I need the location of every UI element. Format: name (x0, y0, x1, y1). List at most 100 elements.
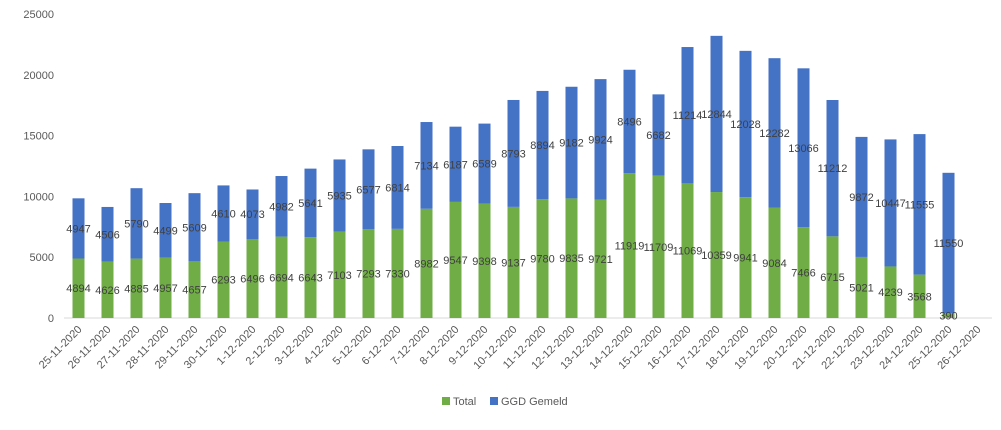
data-label-ggd-gemeld: 6187 (443, 159, 467, 171)
data-label-total: 4885 (124, 283, 148, 295)
data-label-ggd-gemeld: 4499 (153, 225, 177, 237)
data-label-total: 9721 (588, 254, 612, 266)
bar-total (710, 192, 723, 318)
bar-ggd-gemeld (304, 168, 317, 238)
data-label-total: 4239 (878, 287, 902, 299)
bar-ggd-gemeld (623, 69, 636, 174)
bar-total (275, 236, 288, 318)
y-tick-label: 20000 (23, 70, 54, 82)
data-label-ggd-gemeld: 11212 (818, 163, 848, 175)
data-label-ggd-gemeld: 10447 (875, 198, 906, 210)
data-label-ggd-gemeld: 11550 (934, 238, 964, 250)
data-label-total: 9398 (472, 256, 496, 268)
bar-ggd-gemeld (797, 68, 810, 228)
data-label-total: 6293 (211, 275, 235, 287)
bar-total (652, 175, 665, 318)
bar-total (536, 199, 549, 318)
bar-ggd-gemeld (681, 47, 694, 184)
bar-ggd-gemeld (913, 134, 926, 275)
data-label-ggd-gemeld: 4982 (269, 201, 293, 213)
data-label-ggd-gemeld: 12282 (759, 128, 790, 140)
data-label-total: 4894 (66, 283, 90, 295)
bar-total (826, 236, 839, 318)
legend-swatch-ggd-gemeld (490, 397, 498, 405)
data-label-ggd-gemeld: 12844 (701, 109, 732, 121)
y-tick-label: 0 (48, 313, 54, 325)
y-tick-label: 15000 (23, 131, 54, 143)
bar-total (681, 183, 694, 318)
data-label-ggd-gemeld: 5935 (327, 191, 351, 203)
data-label-total: 10359 (701, 250, 732, 262)
bar-total (217, 241, 230, 318)
data-label-total: 5021 (849, 282, 873, 294)
data-label-total: 6694 (269, 272, 293, 284)
bar-ggd-gemeld (246, 189, 259, 240)
bar-total (594, 199, 607, 318)
data-label-total: 3568 (907, 291, 931, 303)
data-label-ggd-gemeld: 4506 (95, 229, 119, 241)
bar-ggd-gemeld (275, 176, 288, 237)
bar-total (797, 227, 810, 318)
bar-ggd-gemeld (884, 139, 897, 267)
bar-total (942, 313, 955, 318)
bar-ggd-gemeld (652, 94, 665, 176)
bar-total (478, 203, 491, 318)
bar-total (507, 206, 520, 318)
data-label-ggd-gemeld: 9924 (588, 134, 612, 146)
bar-ggd-gemeld (768, 58, 781, 208)
bar-total (362, 229, 375, 318)
bar-ggd-gemeld (101, 206, 114, 262)
bar-ggd-gemeld (333, 159, 346, 232)
data-label-total: 11069 (673, 246, 703, 258)
bar-total (246, 239, 259, 318)
bar-total (913, 274, 926, 318)
data-label-ggd-gemeld: 6589 (472, 159, 496, 171)
bar-total (420, 208, 433, 318)
data-label-total: 4657 (182, 285, 206, 297)
y-tick-label: 25000 (23, 9, 54, 21)
legend-label-total: Total (453, 396, 476, 408)
bar-total (72, 258, 85, 318)
data-label-ggd-gemeld: 11555 (905, 199, 935, 211)
bars (72, 35, 955, 318)
bar-ggd-gemeld (217, 185, 230, 242)
y-tick-label: 5000 (30, 252, 54, 264)
data-label-ggd-gemeld: 5609 (182, 222, 206, 234)
bar-total (188, 261, 201, 318)
bar-ggd-gemeld (507, 99, 520, 207)
bar-ggd-gemeld (130, 188, 143, 259)
data-label-ggd-gemeld: 6814 (385, 182, 409, 194)
bar-total (739, 197, 752, 318)
bar-ggd-gemeld (449, 126, 462, 202)
bar-ggd-gemeld (420, 122, 433, 209)
bar-total (623, 173, 636, 318)
data-label-total: 4626 (95, 285, 119, 297)
bar-ggd-gemeld (478, 123, 491, 204)
x-axis: 25-11-202026-11-202027-11-202028-11-2020… (37, 317, 992, 372)
data-label-total: 4957 (153, 283, 177, 295)
data-label-total: 7293 (356, 269, 380, 281)
data-label-ggd-gemeld: 8793 (501, 148, 525, 160)
data-label-total: 11919 (615, 241, 645, 253)
data-label-ggd-gemeld: 13066 (788, 143, 819, 155)
bar-ggd-gemeld (739, 50, 752, 198)
data-label-ggd-gemeld: 12028 (730, 119, 761, 131)
data-label-ggd-gemeld: 7134 (414, 160, 438, 172)
bar-ggd-gemeld (826, 100, 839, 237)
y-axis: 0 5000 10000 15000 20000 25000 (23, 9, 54, 325)
bar-total (304, 237, 317, 318)
data-label-total: 9941 (733, 253, 757, 265)
data-label-total: 8982 (414, 258, 438, 270)
data-label-ggd-gemeld: 6577 (356, 184, 380, 196)
data-label-total: 9547 (443, 255, 467, 267)
bar-total (333, 231, 346, 318)
bar-ggd-gemeld (72, 198, 85, 259)
bar-total (130, 258, 143, 318)
bar-total (449, 201, 462, 318)
data-label-total: 6496 (240, 274, 264, 286)
data-label-ggd-gemeld: 5641 (298, 198, 322, 210)
data-label-total: 7330 (385, 268, 409, 280)
data-label-total: 6643 (298, 273, 322, 285)
bar-ggd-gemeld (594, 79, 607, 200)
data-label-total: 6715 (820, 272, 844, 284)
